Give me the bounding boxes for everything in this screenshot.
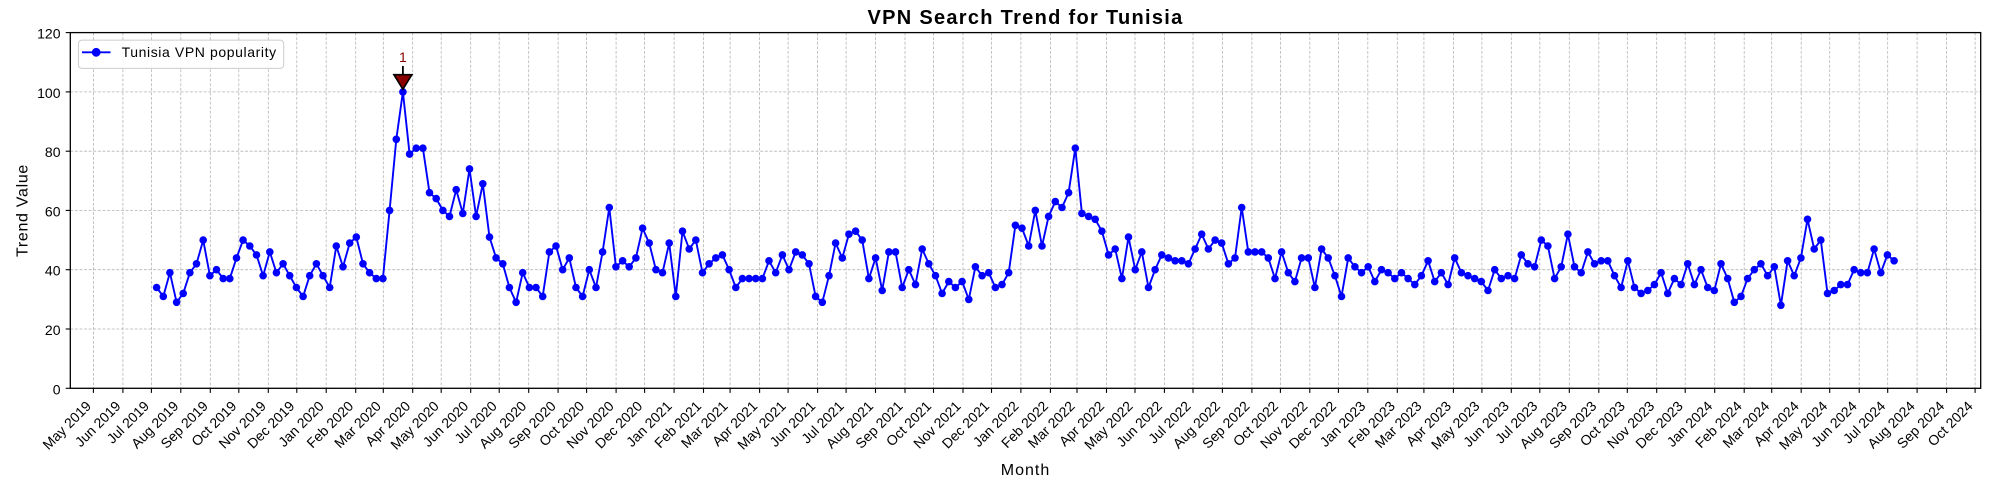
svg-text:VPN Search Trend for Tunisia: VPN Search Trend for Tunisia	[867, 7, 1183, 29]
svg-text:80: 80	[45, 144, 61, 160]
svg-text:1: 1	[399, 49, 407, 65]
svg-text:Trend Value: Trend Value	[15, 164, 32, 257]
svg-text:Month: Month	[1001, 462, 1050, 479]
svg-text:0: 0	[53, 381, 61, 397]
svg-text:120: 120	[37, 26, 61, 42]
svg-text:100: 100	[37, 85, 61, 101]
svg-text:20: 20	[45, 322, 61, 338]
svg-text:40: 40	[45, 263, 61, 279]
svg-text:60: 60	[45, 203, 61, 219]
svg-text:Tunisia VPN popularity: Tunisia VPN popularity	[122, 44, 277, 60]
